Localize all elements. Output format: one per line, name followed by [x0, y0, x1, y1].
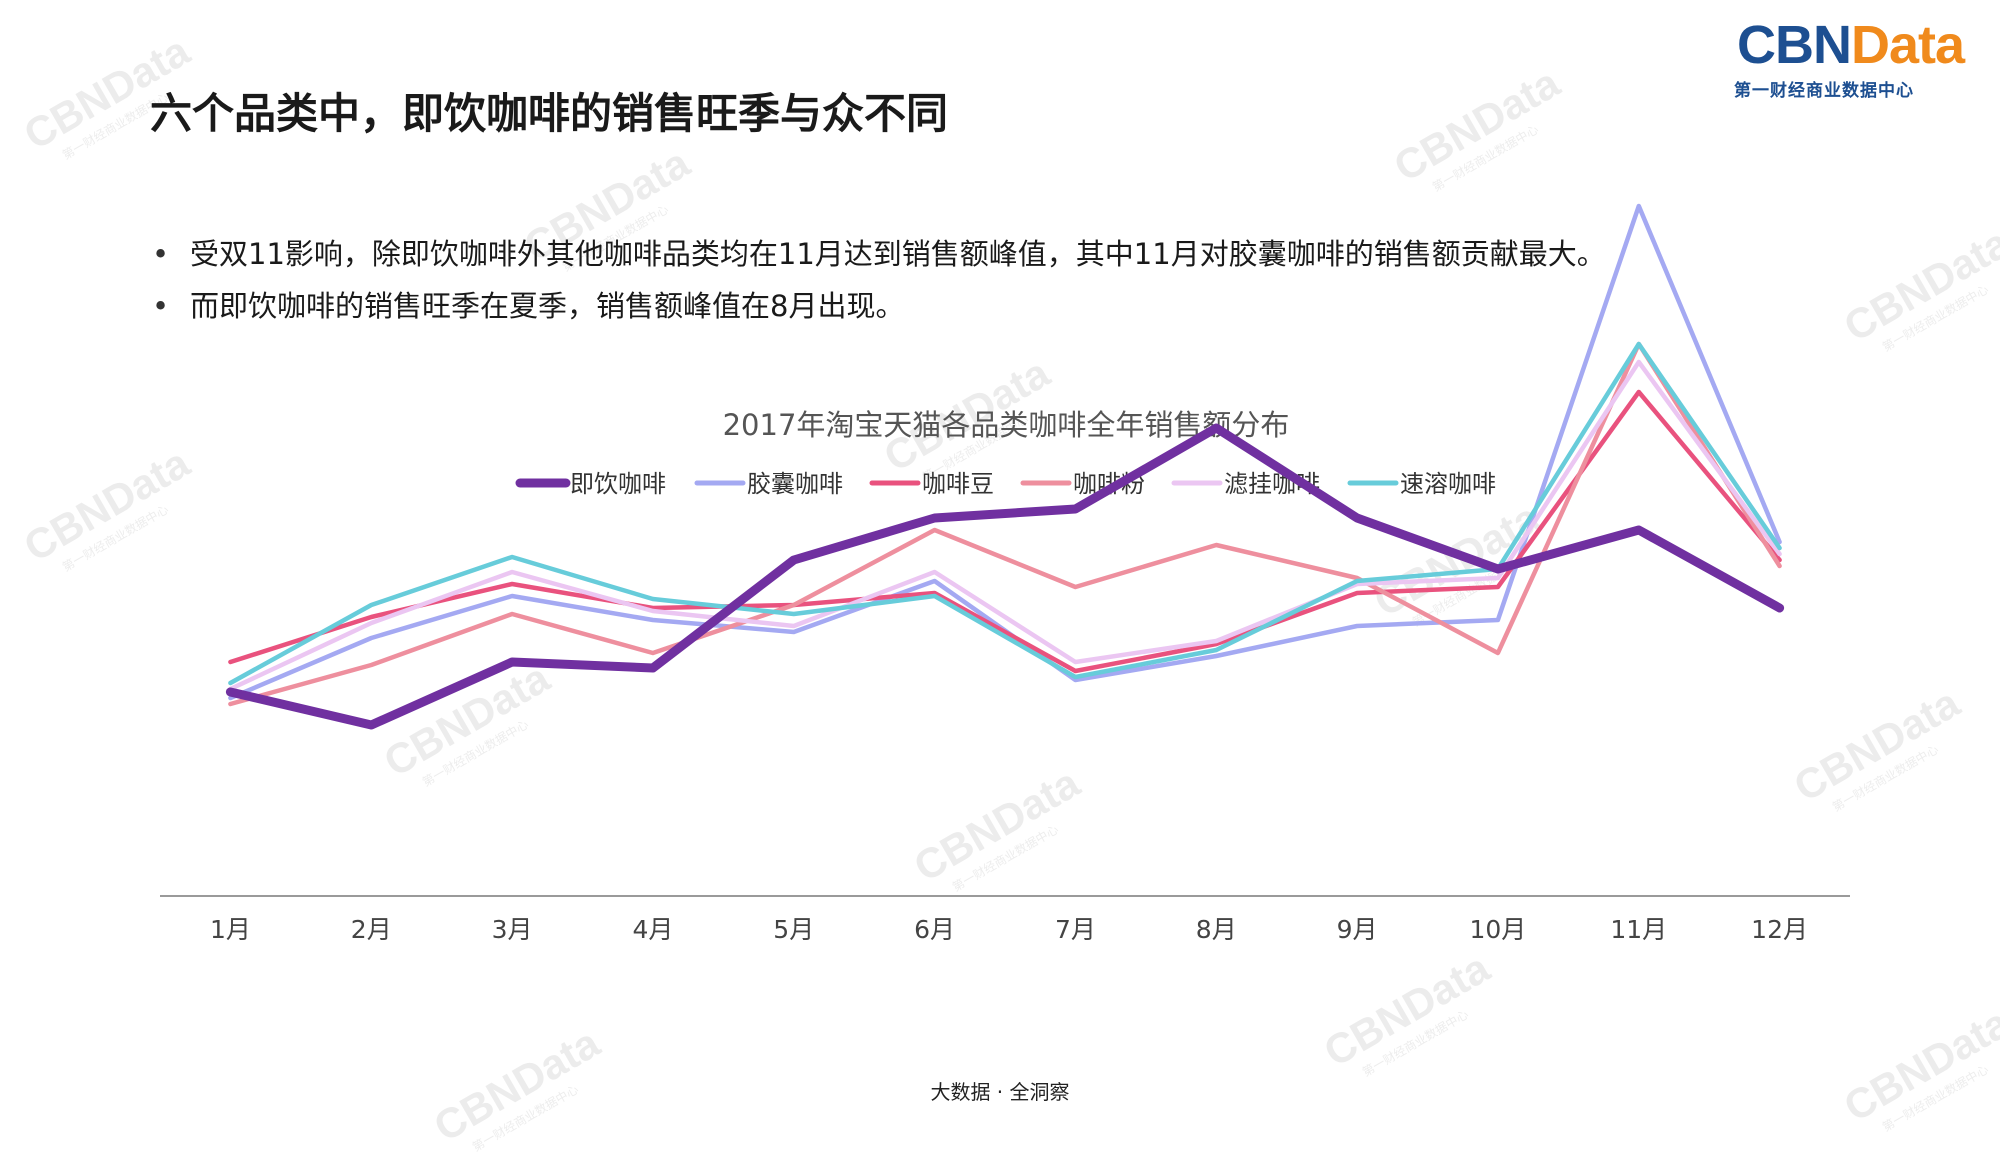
bullet-item: 受双11影响，除即饮咖啡外其他咖啡品类均在11月达到销售额峰值，其中11月对胶囊… — [150, 228, 1606, 280]
series-line — [228, 359, 1782, 692]
logo-data-text: Data — [1850, 15, 1965, 75]
logo-subtitle: 第一财经商业数据中心 — [1734, 81, 1914, 101]
series-line — [225, 423, 1785, 730]
x-tick-label: 5月 — [773, 915, 814, 944]
x-tick-label: 8月 — [1196, 915, 1237, 944]
x-tick-label: 12月 — [1751, 915, 1808, 944]
x-tick-label: 3月 — [492, 915, 533, 944]
x-tick-label: 1月 — [210, 915, 251, 944]
x-tick-label: 11月 — [1610, 915, 1667, 944]
legend-label: 即饮咖啡 — [570, 470, 666, 498]
page-title: 六个品类中，即饮咖啡的销售旺季与众不同 — [150, 89, 949, 138]
x-tick-label: 6月 — [914, 915, 955, 944]
x-tick-label: 7月 — [1055, 915, 1096, 944]
legend-label: 胶囊咖啡 — [747, 470, 843, 498]
x-tick-label: 2月 — [351, 915, 392, 944]
x-tick-label: 10月 — [1470, 915, 1527, 944]
line-chart: 2017年淘宝天猫各品类咖啡全年销售额分布即饮咖啡 胶囊咖啡 咖啡豆 咖啡粉 滤挂咖啡速… — [160, 203, 1850, 944]
x-tick-label: 4月 — [632, 915, 673, 944]
legend-label: 咖啡豆 — [922, 470, 994, 498]
x-tick-label: 9月 — [1337, 915, 1378, 944]
bullet-item: 而即饮咖啡的销售旺季在夏季，销售额峰值在8月出现。 — [150, 280, 1606, 332]
series-line — [228, 341, 1782, 686]
legend-label: 速溶咖啡 — [1400, 470, 1496, 498]
cbndata-logo: CBNData 第一财经商业数据中心 — [1734, 15, 1965, 101]
logo-cbn-text: CBN — [1736, 15, 1852, 75]
bullet-list: 受双11影响，除即饮咖啡外其他咖啡品类均在11月达到销售额峰值，其中11月对胶囊… — [150, 228, 1606, 332]
footer-slogan: 大数据 · 全洞察 — [930, 1080, 1070, 1104]
series-line — [228, 341, 1782, 707]
series-line — [228, 389, 1782, 674]
series-line — [228, 203, 1782, 701]
